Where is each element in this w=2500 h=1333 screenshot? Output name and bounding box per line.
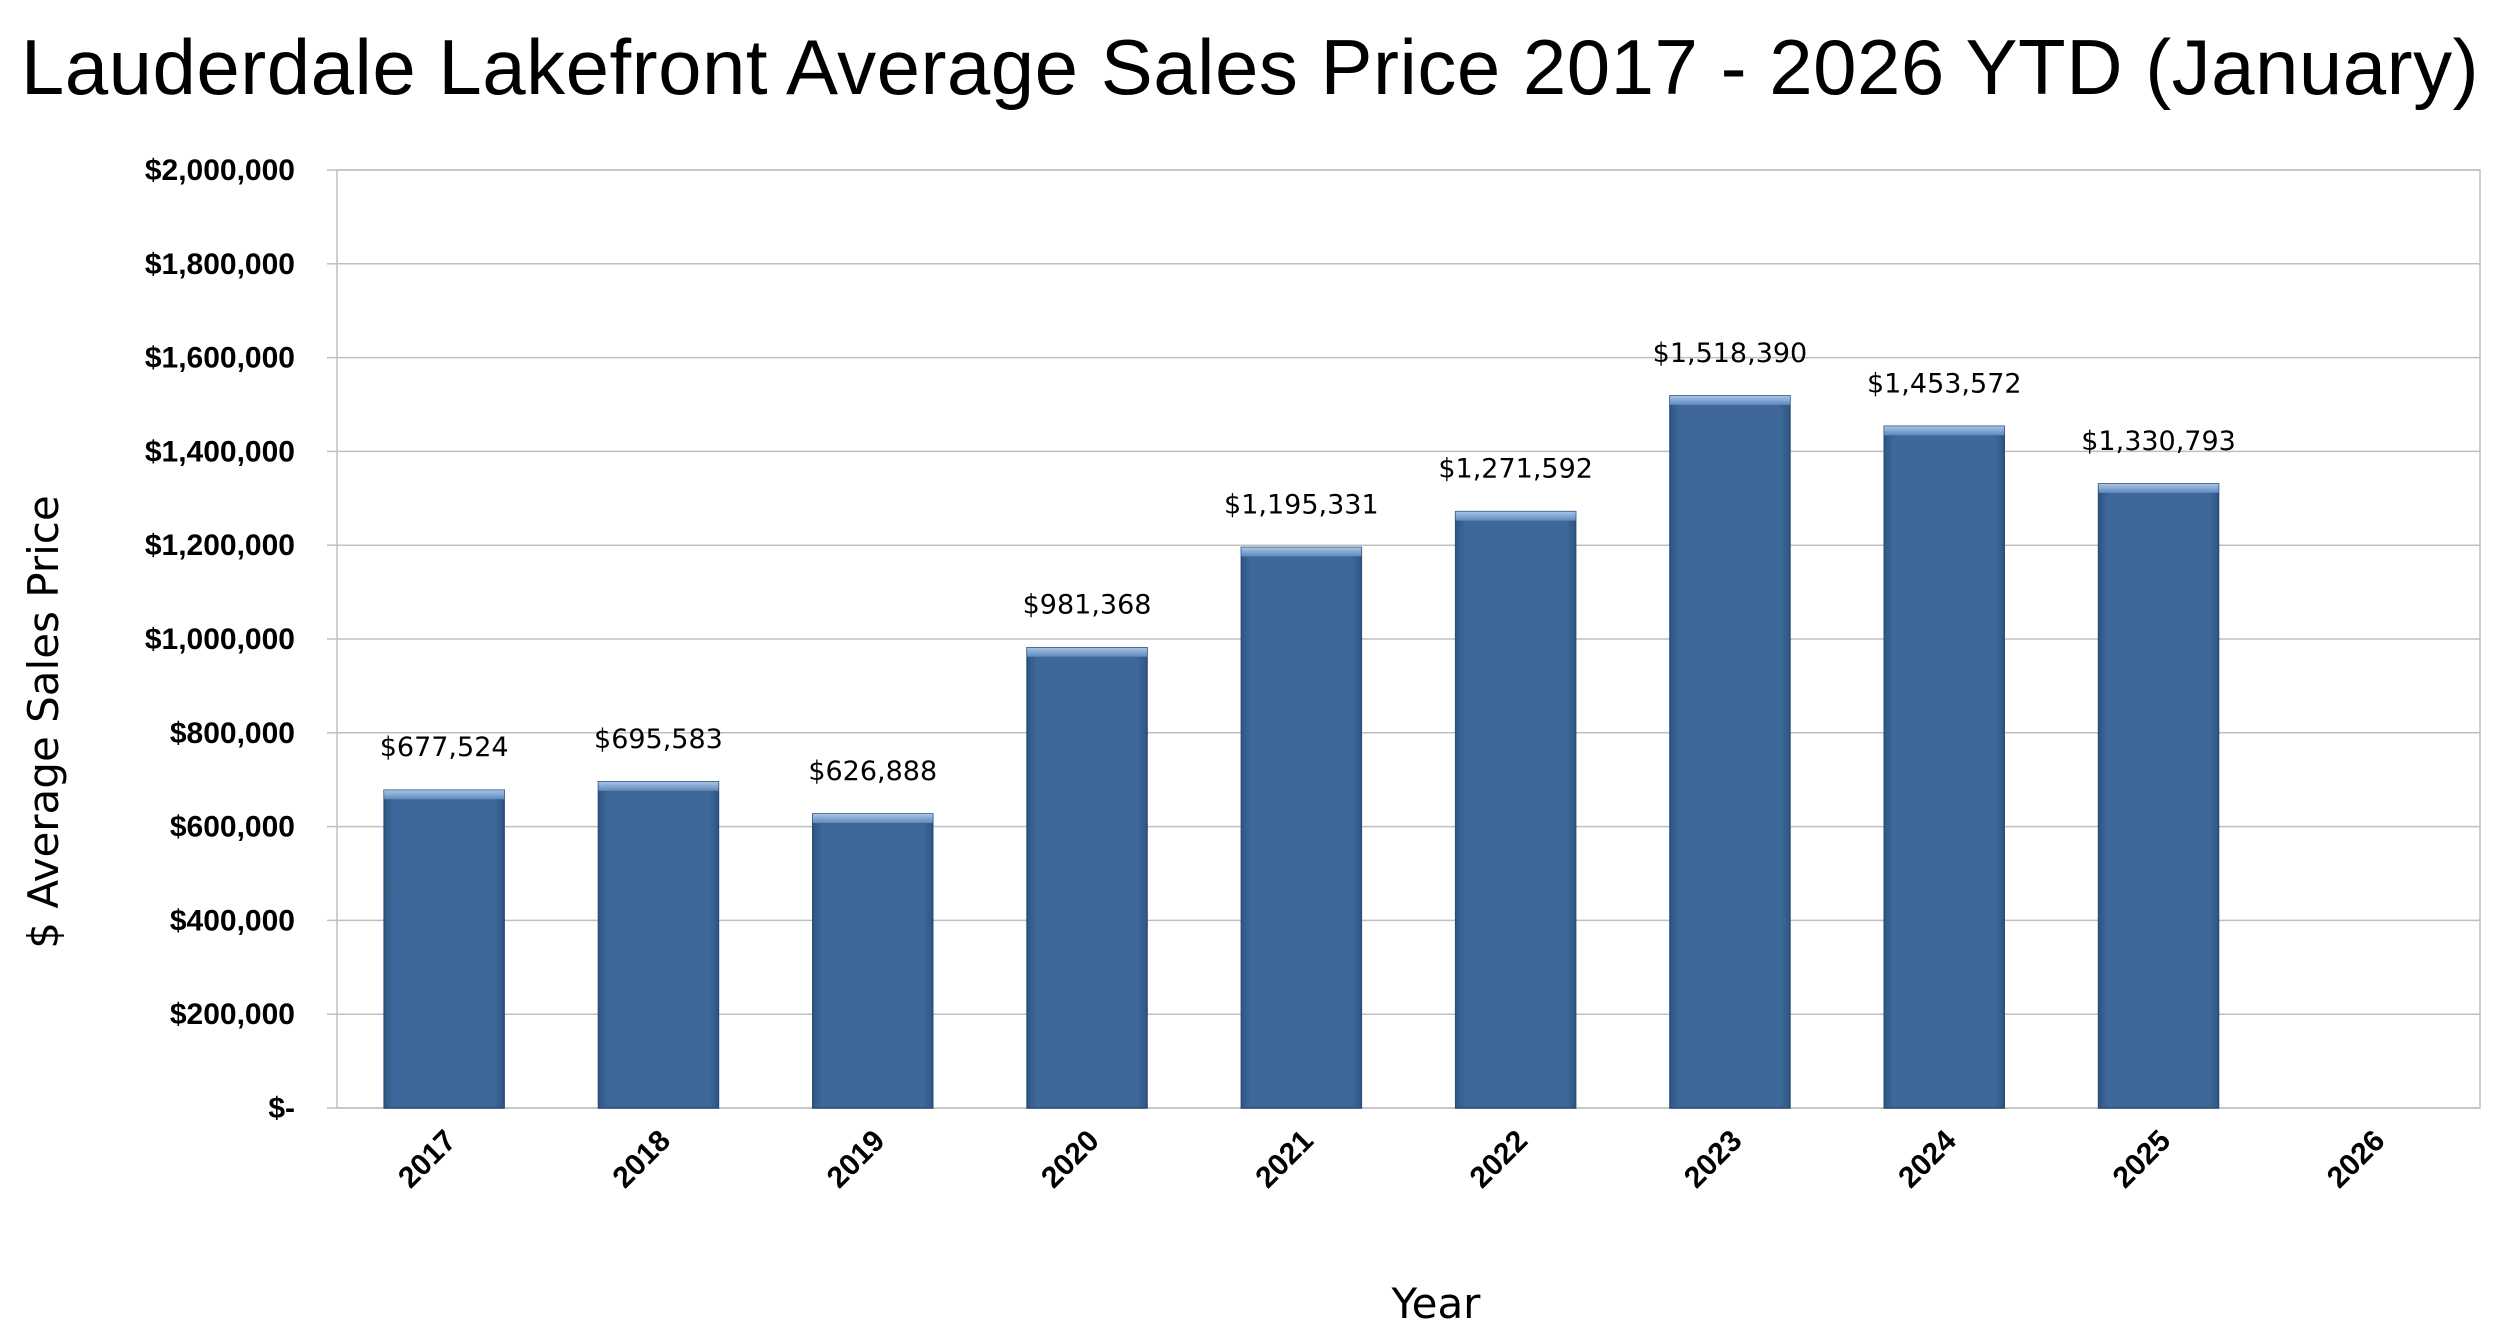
data-label-2018: $695,583 <box>594 724 723 755</box>
bar-body <box>1026 646 1148 1109</box>
bar-2021 <box>1240 546 1363 1109</box>
bar-2019 <box>811 813 934 1109</box>
y-tick-label: $- <box>268 1092 295 1125</box>
bar-bevel <box>2098 483 2219 493</box>
chart-title: Lauderdale Lakefront Average Sales Price… <box>20 23 2480 111</box>
bar-bevel <box>812 813 933 823</box>
data-label-2019: $626,888 <box>808 756 937 787</box>
bar-bevel <box>1884 426 2005 436</box>
bar-2023 <box>1669 395 1791 1109</box>
bar-bevel <box>1027 647 1148 657</box>
y-axis-ticks: $- $200,000 $400,000 $600,000 $800,000 $1,000… <box>145 154 337 1125</box>
x-tick-label-2021: 2021 <box>1249 1124 1320 1195</box>
data-label-2023: $1,518,390 <box>1653 338 1808 369</box>
bar-body <box>1669 395 1791 1109</box>
data-labels: $677,524 $695,583 $626,888 $981,368 $1,195,3… <box>380 338 2236 787</box>
bar-bevel <box>1455 511 1576 521</box>
bar-body <box>811 813 934 1109</box>
x-tick-label-2022: 2022 <box>1464 1124 1535 1195</box>
y-tick-label: $1,800,000 <box>145 248 295 281</box>
x-tick-label-2026: 2026 <box>2321 1124 2392 1195</box>
bar-body <box>2097 483 2220 1109</box>
y-tick-label: $600,000 <box>170 811 295 844</box>
x-tick-label-2025: 2025 <box>2107 1124 2178 1195</box>
data-label-2020: $981,368 <box>1023 590 1152 621</box>
bar-2017 <box>383 789 505 1109</box>
bar-body <box>383 789 505 1109</box>
bar-bevel <box>598 781 719 791</box>
bar-bevel <box>1669 395 1790 405</box>
y-tick-label: $800,000 <box>170 717 295 750</box>
y-tick-label: $2,000,000 <box>145 154 295 187</box>
y-tick-label: $400,000 <box>170 904 295 937</box>
x-tick-label-2019: 2019 <box>821 1124 892 1195</box>
bar-bevel <box>384 790 505 800</box>
bars <box>383 395 2220 1109</box>
bar-2024 <box>1883 425 2006 1109</box>
x-tick-label-2020: 2020 <box>1035 1124 1106 1195</box>
y-tick-label: $1,600,000 <box>145 342 295 375</box>
y-tick-label: $1,200,000 <box>145 529 295 562</box>
y-tick-label: $200,000 <box>170 998 295 1031</box>
bar-body <box>597 781 720 1109</box>
bar-2020 <box>1026 646 1148 1109</box>
x-tick-label-2023: 2023 <box>1678 1124 1749 1195</box>
bar-2022 <box>1454 510 1577 1109</box>
data-label-2021: $1,195,331 <box>1224 489 1379 520</box>
x-tick-label-2024: 2024 <box>1892 1124 1963 1195</box>
data-label-2025: $1,330,793 <box>2081 426 2236 457</box>
x-axis-ticks: 2017 2018 2019 2020 2021 2022 2023 2024 2025 2026 <box>392 1124 2391 1195</box>
bar-bevel <box>1241 547 1362 557</box>
data-label-2024: $1,453,572 <box>1867 368 2022 399</box>
x-axis-title: Year <box>1391 1279 1482 1328</box>
y-tick-label: $1,400,000 <box>145 435 295 468</box>
bar-body <box>1883 425 2006 1109</box>
bar-body <box>1454 510 1577 1109</box>
bar-2025 <box>2097 483 2220 1109</box>
y-axis-title: $ Average Sales Price <box>19 495 68 949</box>
y-tick-label: $1,000,000 <box>145 623 295 656</box>
x-tick-label-2018: 2018 <box>606 1124 677 1195</box>
data-label-2017: $677,524 <box>380 732 509 763</box>
bar-body <box>1240 546 1363 1109</box>
x-tick-label-2017: 2017 <box>392 1124 463 1195</box>
bar-2018 <box>597 781 720 1109</box>
data-label-2022: $1,271,592 <box>1438 454 1593 485</box>
